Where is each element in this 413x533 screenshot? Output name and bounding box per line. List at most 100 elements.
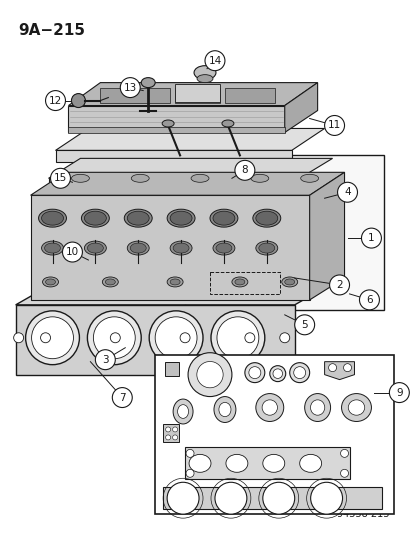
Circle shape xyxy=(50,168,70,188)
Bar xyxy=(100,87,170,102)
Circle shape xyxy=(93,317,135,359)
Circle shape xyxy=(358,290,378,310)
Circle shape xyxy=(180,333,190,343)
Circle shape xyxy=(167,482,199,514)
Ellipse shape xyxy=(167,209,195,227)
Polygon shape xyxy=(48,158,332,179)
Ellipse shape xyxy=(170,279,180,285)
Circle shape xyxy=(185,449,194,457)
Ellipse shape xyxy=(177,405,188,418)
Circle shape xyxy=(211,311,264,365)
Text: 3: 3 xyxy=(102,354,108,365)
Ellipse shape xyxy=(127,241,149,255)
Ellipse shape xyxy=(130,243,146,253)
Ellipse shape xyxy=(173,399,192,424)
Circle shape xyxy=(62,242,82,262)
Ellipse shape xyxy=(87,243,103,253)
Ellipse shape xyxy=(170,211,192,225)
Text: 7: 7 xyxy=(119,393,125,402)
Ellipse shape xyxy=(71,174,89,182)
Ellipse shape xyxy=(212,241,234,255)
Ellipse shape xyxy=(255,393,283,422)
Ellipse shape xyxy=(124,209,152,227)
Bar xyxy=(224,87,274,102)
Ellipse shape xyxy=(281,277,297,287)
Ellipse shape xyxy=(231,277,247,287)
Ellipse shape xyxy=(300,174,318,182)
Ellipse shape xyxy=(310,400,324,415)
Circle shape xyxy=(244,333,254,343)
Ellipse shape xyxy=(341,393,370,422)
Polygon shape xyxy=(48,179,299,190)
Text: 9A−215: 9A−215 xyxy=(19,23,85,38)
Circle shape xyxy=(248,367,260,378)
Polygon shape xyxy=(31,172,344,195)
Circle shape xyxy=(269,366,285,382)
Ellipse shape xyxy=(252,209,280,227)
Ellipse shape xyxy=(234,279,244,285)
Ellipse shape xyxy=(43,277,58,287)
Ellipse shape xyxy=(173,243,189,253)
Ellipse shape xyxy=(45,279,55,285)
Text: 1: 1 xyxy=(367,233,374,243)
Circle shape xyxy=(165,427,170,432)
Circle shape xyxy=(329,275,349,295)
Circle shape xyxy=(214,482,246,514)
Circle shape xyxy=(361,228,380,248)
Ellipse shape xyxy=(190,174,209,182)
Circle shape xyxy=(234,160,254,180)
Text: 15: 15 xyxy=(54,173,67,183)
Circle shape xyxy=(172,427,177,432)
Text: 8: 8 xyxy=(241,165,247,175)
Bar xyxy=(175,87,219,102)
Circle shape xyxy=(165,435,170,440)
Polygon shape xyxy=(16,305,294,375)
Ellipse shape xyxy=(214,397,235,423)
Ellipse shape xyxy=(84,241,106,255)
Ellipse shape xyxy=(221,120,233,127)
Circle shape xyxy=(340,449,348,457)
Ellipse shape xyxy=(347,400,364,415)
Polygon shape xyxy=(185,156,384,310)
Circle shape xyxy=(87,311,141,365)
Ellipse shape xyxy=(299,454,321,472)
Ellipse shape xyxy=(284,279,294,285)
Circle shape xyxy=(110,333,120,343)
Text: 6: 6 xyxy=(365,295,372,305)
Ellipse shape xyxy=(250,174,268,182)
Circle shape xyxy=(14,333,24,343)
Ellipse shape xyxy=(170,241,192,255)
Ellipse shape xyxy=(209,209,237,227)
Polygon shape xyxy=(68,83,317,106)
Circle shape xyxy=(188,353,231,397)
Circle shape xyxy=(279,333,289,343)
Polygon shape xyxy=(324,362,354,379)
Ellipse shape xyxy=(304,393,330,422)
Ellipse shape xyxy=(127,211,149,225)
Circle shape xyxy=(294,315,314,335)
Ellipse shape xyxy=(255,241,277,255)
Text: 4: 4 xyxy=(343,187,350,197)
Circle shape xyxy=(112,387,132,408)
Circle shape xyxy=(120,78,140,98)
Circle shape xyxy=(31,317,73,359)
Circle shape xyxy=(185,470,194,477)
Ellipse shape xyxy=(81,209,109,227)
Bar xyxy=(68,127,284,133)
Ellipse shape xyxy=(258,243,274,253)
Ellipse shape xyxy=(102,277,118,287)
Text: 9: 9 xyxy=(395,387,402,398)
Polygon shape xyxy=(68,106,284,133)
Bar xyxy=(165,362,179,376)
Ellipse shape xyxy=(218,402,230,417)
Circle shape xyxy=(172,435,177,440)
Text: 94358 215: 94358 215 xyxy=(336,509,389,519)
Ellipse shape xyxy=(131,174,149,182)
Circle shape xyxy=(337,182,357,202)
Polygon shape xyxy=(31,195,309,300)
Circle shape xyxy=(95,350,115,370)
Text: 2: 2 xyxy=(335,280,342,290)
Circle shape xyxy=(324,116,344,135)
Circle shape xyxy=(204,51,224,71)
Circle shape xyxy=(340,470,348,477)
